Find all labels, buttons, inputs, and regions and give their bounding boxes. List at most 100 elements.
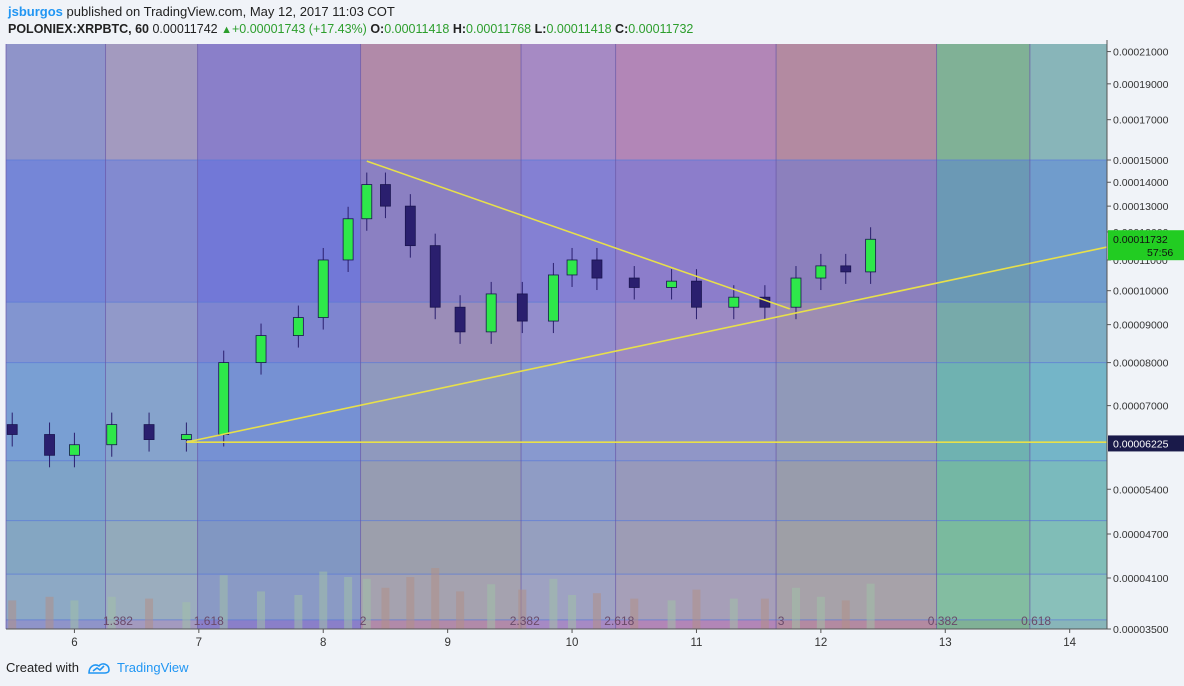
close-label: C:	[615, 22, 629, 36]
fib-price-band	[6, 520, 1107, 575]
price-tick-label: 0.00009000	[1113, 320, 1169, 332]
volume-bar	[760, 598, 769, 629]
volume-bar	[70, 600, 79, 629]
fib-time-label: 1.382	[103, 614, 133, 628]
time-tick-label: 10	[566, 637, 579, 649]
candle[interactable]	[143, 424, 155, 440]
volume-bar	[630, 598, 639, 629]
candle[interactable]	[485, 293, 497, 333]
fib-time-label: 1.618	[194, 614, 224, 628]
fib-time-zone	[936, 44, 1030, 629]
fib-time-zone	[197, 44, 361, 629]
price-chart[interactable]: 0.00021000 0.00019000 0.00017000 0.00015000…	[0, 40, 1184, 652]
volume-bar	[8, 600, 17, 629]
volume-bar	[549, 578, 558, 629]
candle[interactable]	[6, 424, 18, 435]
fib-time-label: 2.618	[604, 614, 634, 628]
volume-bar	[729, 598, 738, 629]
candle[interactable]	[44, 434, 55, 456]
time-tick-label: 12	[814, 637, 827, 649]
candle[interactable]	[628, 277, 640, 288]
fib-time-zone	[615, 44, 777, 629]
volume-bar	[816, 596, 825, 629]
volume-bar	[257, 591, 266, 629]
candle[interactable]	[380, 184, 391, 207]
candle[interactable]	[342, 218, 354, 261]
candle[interactable]	[865, 238, 877, 273]
candle[interactable]	[255, 335, 267, 363]
level-price-label: 0.00006225	[1113, 438, 1169, 450]
high-label: H:	[452, 22, 467, 36]
candle[interactable]	[516, 293, 528, 322]
price-axis-area	[1108, 40, 1184, 629]
price-tick-label: 0.00010000	[1113, 286, 1169, 298]
candle[interactable]	[218, 362, 230, 435]
trendline[interactable]	[186, 246, 1108, 443]
candle[interactable]	[591, 259, 603, 279]
volume-bar	[145, 598, 154, 629]
fib-time-zone	[105, 44, 198, 629]
volume-bar	[381, 587, 390, 629]
price-tick-label: 0.00021000	[1113, 47, 1169, 59]
current-price-badge	[1108, 230, 1184, 261]
volume-bar	[667, 600, 676, 629]
price-tick-label: 0.00007000	[1113, 401, 1169, 413]
fib-price-band	[6, 460, 1107, 521]
tradingview-link[interactable]: TradingView	[87, 660, 189, 675]
candle[interactable]	[69, 444, 80, 456]
trendline[interactable]	[366, 160, 791, 310]
candle[interactable]	[815, 265, 827, 279]
candle[interactable]	[840, 265, 852, 273]
candle[interactable]	[547, 274, 559, 322]
close-value: 0.00011732	[628, 22, 694, 36]
current-price-label: 0.00011732	[1113, 234, 1168, 246]
open-label: O:	[370, 22, 385, 36]
price-tick-label: 0.00015000	[1113, 155, 1169, 167]
volume-bar	[568, 595, 577, 629]
time-tick-label: 11	[690, 637, 702, 649]
volume-bar	[866, 583, 875, 629]
candle[interactable]	[691, 280, 702, 308]
candle[interactable]	[317, 259, 329, 318]
price-tick-label: 0.00013000	[1113, 201, 1169, 213]
last-price: 0.00011742	[152, 22, 218, 36]
high-value: 0.00011768	[466, 22, 532, 36]
price-change: +0.00001743 (+17.43%)	[231, 22, 367, 36]
symbol-label[interactable]: POLONIEX:XRPBTC, 60	[8, 22, 149, 36]
volume-bar	[791, 587, 800, 629]
symbol-line: POLONIEX:XRPBTC, 60 0.00011742 ▲+0.00001…	[8, 22, 693, 36]
volume-bar	[431, 568, 440, 629]
candle[interactable]	[404, 205, 416, 247]
fib-time-zone	[776, 44, 937, 629]
candle[interactable]	[361, 184, 373, 220]
publish-info: published on TradingView.com, May 12, 20…	[66, 4, 395, 19]
candle[interactable]	[566, 259, 578, 276]
publish-line: jsburgos published on TradingView.com, M…	[8, 4, 395, 19]
candle[interactable]	[106, 424, 118, 446]
candle[interactable]	[728, 296, 740, 308]
arrow-up-icon: ▲	[221, 24, 232, 36]
candle[interactable]	[180, 434, 192, 440]
candle[interactable]	[454, 306, 466, 333]
chart-header: jsburgos published on TradingView.com, M…	[0, 0, 1184, 40]
footer: Created with TradingView	[6, 660, 189, 675]
candle[interactable]	[292, 317, 304, 336]
price-tick-label: 0.00017000	[1113, 115, 1169, 127]
volume-bar	[456, 591, 465, 629]
candle[interactable]	[429, 245, 441, 308]
author-link[interactable]: jsburgos	[8, 4, 63, 19]
volume-bar	[487, 584, 496, 629]
volume-bar	[406, 577, 415, 629]
candle[interactable]	[666, 280, 677, 288]
price-tick-label: 0.00005400	[1113, 484, 1169, 496]
fib-time-zone	[521, 44, 616, 629]
time-tick-label: 14	[1063, 637, 1076, 649]
fib-time-label: 2.382	[510, 614, 540, 628]
volume-bar	[518, 589, 527, 629]
time-tick-label: 13	[939, 637, 952, 649]
candle[interactable]	[790, 277, 802, 308]
fib-time-label: 0.618	[1021, 614, 1051, 628]
price-tick-label: 0.00019000	[1113, 79, 1169, 91]
open-value: 0.00011418	[384, 22, 450, 36]
low-label: L:	[534, 22, 547, 36]
